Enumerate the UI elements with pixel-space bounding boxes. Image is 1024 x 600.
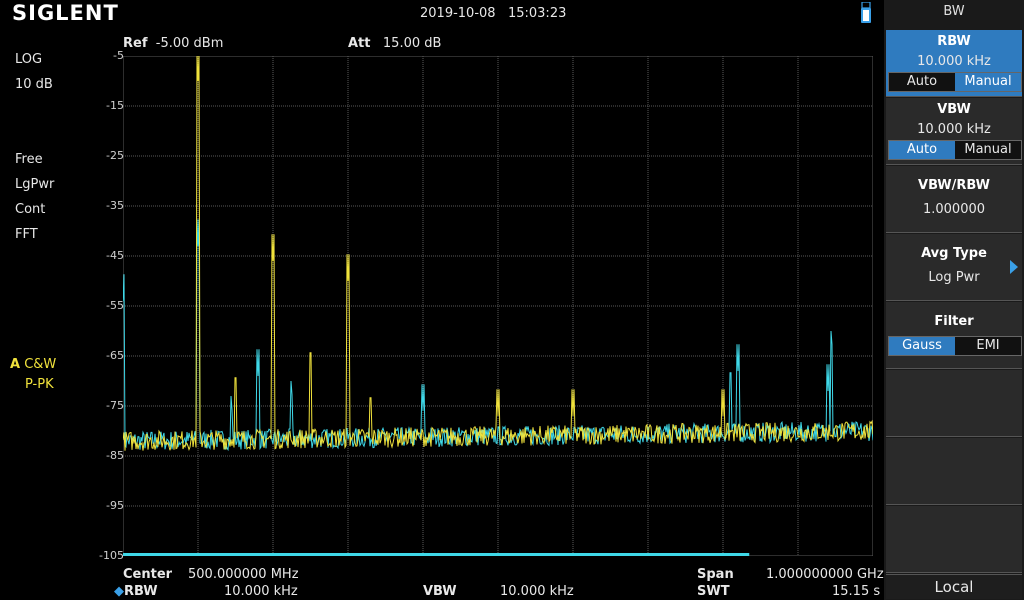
- trace-yellow: [123, 56, 873, 452]
- vbw-auto-manual-toggle[interactable]: Auto Manual: [888, 140, 1022, 160]
- att-label: Att: [348, 36, 371, 51]
- sweep-type: FFT: [15, 227, 38, 242]
- scale-div: 10 dB: [15, 77, 53, 92]
- usb-icon: [861, 2, 871, 23]
- y-tick-label: -75: [106, 399, 124, 412]
- trace-info: A C&W: [10, 357, 56, 372]
- vbw-label: VBW: [423, 584, 457, 599]
- ref-value: -5.00 dBm: [155, 36, 224, 51]
- y-tick-label: -25: [106, 149, 124, 162]
- date-time: 2019-10-08 15:03:23: [420, 6, 566, 21]
- vbw-softkey-label: VBW: [937, 102, 971, 117]
- softkey-panel: BW RBW 10.000 kHz Auto Manual VBW 10.000…: [884, 0, 1024, 600]
- vbw-rbw-value: 1.000000: [922, 202, 986, 217]
- rbw-auto-manual-toggle[interactable]: Auto Manual: [888, 72, 1022, 92]
- rbw-manual-option[interactable]: Manual: [955, 73, 1021, 91]
- vbw-rbw-softkey[interactable]: VBW/RBW 1.000000: [886, 166, 1022, 233]
- filter-emi-option[interactable]: EMI: [955, 337, 1021, 355]
- vbw-value[interactable]: 10.000 kHz: [500, 584, 574, 599]
- scale-type: LOG: [15, 52, 43, 67]
- y-tick-label: -85: [106, 449, 124, 462]
- y-tick-label: -5: [113, 49, 124, 62]
- rbw-label: ◆RBW: [114, 584, 158, 599]
- date: 2019-10-08: [420, 6, 496, 21]
- avg-type-value: Log Pwr: [928, 270, 980, 285]
- swt-label: SWT: [697, 584, 730, 599]
- rbw-softkey-value: 10.000 kHz: [917, 54, 991, 69]
- ref-label: Ref: [123, 36, 148, 51]
- bottom-bar: Center 500.000000 MHz ◆RBW 10.000 kHz VB…: [0, 562, 884, 600]
- attenuation[interactable]: Att 15.00 dB: [348, 36, 441, 51]
- local-button[interactable]: Local: [886, 574, 1022, 599]
- center-label: Center: [123, 567, 173, 582]
- rbw-value[interactable]: 10.000 kHz: [224, 584, 298, 599]
- avg-type-info: LgPwr: [15, 177, 55, 192]
- rbw-softkey[interactable]: RBW 10.000 kHz Auto Manual: [886, 30, 1022, 97]
- trace-cyan: [123, 219, 873, 452]
- detector: P-PK: [25, 377, 54, 392]
- y-tick-label: -35: [106, 199, 124, 212]
- span-label: Span: [697, 567, 734, 582]
- vbw-softkey[interactable]: VBW 10.000 kHz Auto Manual: [886, 98, 1022, 165]
- filter-toggle[interactable]: Gauss EMI: [888, 336, 1022, 356]
- y-tick-label: -15: [106, 99, 124, 112]
- filter-softkey[interactable]: Filter Gauss EMI: [886, 302, 1022, 369]
- rbw-auto-option[interactable]: Auto: [889, 73, 955, 91]
- y-tick-label: -55: [106, 299, 124, 312]
- time: 15:03:23: [507, 6, 567, 21]
- vbw-softkey-value: 10.000 kHz: [917, 122, 991, 137]
- sweep-progress: [123, 553, 750, 556]
- empty-softkey-3: [886, 506, 1022, 573]
- filter-gauss-option[interactable]: Gauss: [889, 337, 955, 355]
- rbw-softkey-label: RBW: [937, 34, 971, 49]
- y-tick-label: -105: [99, 549, 124, 562]
- span-value[interactable]: 1.000000000 GHz: [766, 567, 884, 582]
- filter-label: Filter: [934, 314, 974, 329]
- top-bar: SIGLENT 2019-10-08 15:03:23: [0, 0, 884, 28]
- empty-softkey-2: [886, 438, 1022, 505]
- center-value[interactable]: 500.000000 MHz: [188, 567, 299, 582]
- ref-level[interactable]: Ref -5.00 dBm: [123, 36, 223, 51]
- spectrum-plot[interactable]: [123, 56, 873, 556]
- avg-type-label: Avg Type: [921, 246, 987, 261]
- trace-letter: A: [10, 357, 21, 372]
- y-tick-label: -95: [106, 499, 124, 512]
- swt-value[interactable]: 15.15 s: [832, 584, 881, 599]
- att-value: 15.00 dB: [382, 36, 442, 51]
- trace-mode: C&W: [24, 357, 57, 372]
- menu-title: BW: [943, 4, 965, 19]
- y-tick-label: -45: [106, 249, 124, 262]
- vbw-auto-option[interactable]: Auto: [889, 141, 955, 159]
- trigger-mode: Free: [15, 152, 43, 167]
- empty-softkey-1: [886, 370, 1022, 437]
- submenu-arrow-icon: [1010, 260, 1018, 274]
- y-tick-label: -65: [106, 349, 124, 362]
- sweep-mode: Cont: [15, 202, 46, 217]
- vbw-rbw-label: VBW/RBW: [918, 178, 990, 193]
- vbw-manual-option[interactable]: Manual: [955, 141, 1021, 159]
- siglent-logo: SIGLENT: [12, 1, 119, 25]
- avg-type-softkey[interactable]: Avg Type Log Pwr: [886, 234, 1022, 301]
